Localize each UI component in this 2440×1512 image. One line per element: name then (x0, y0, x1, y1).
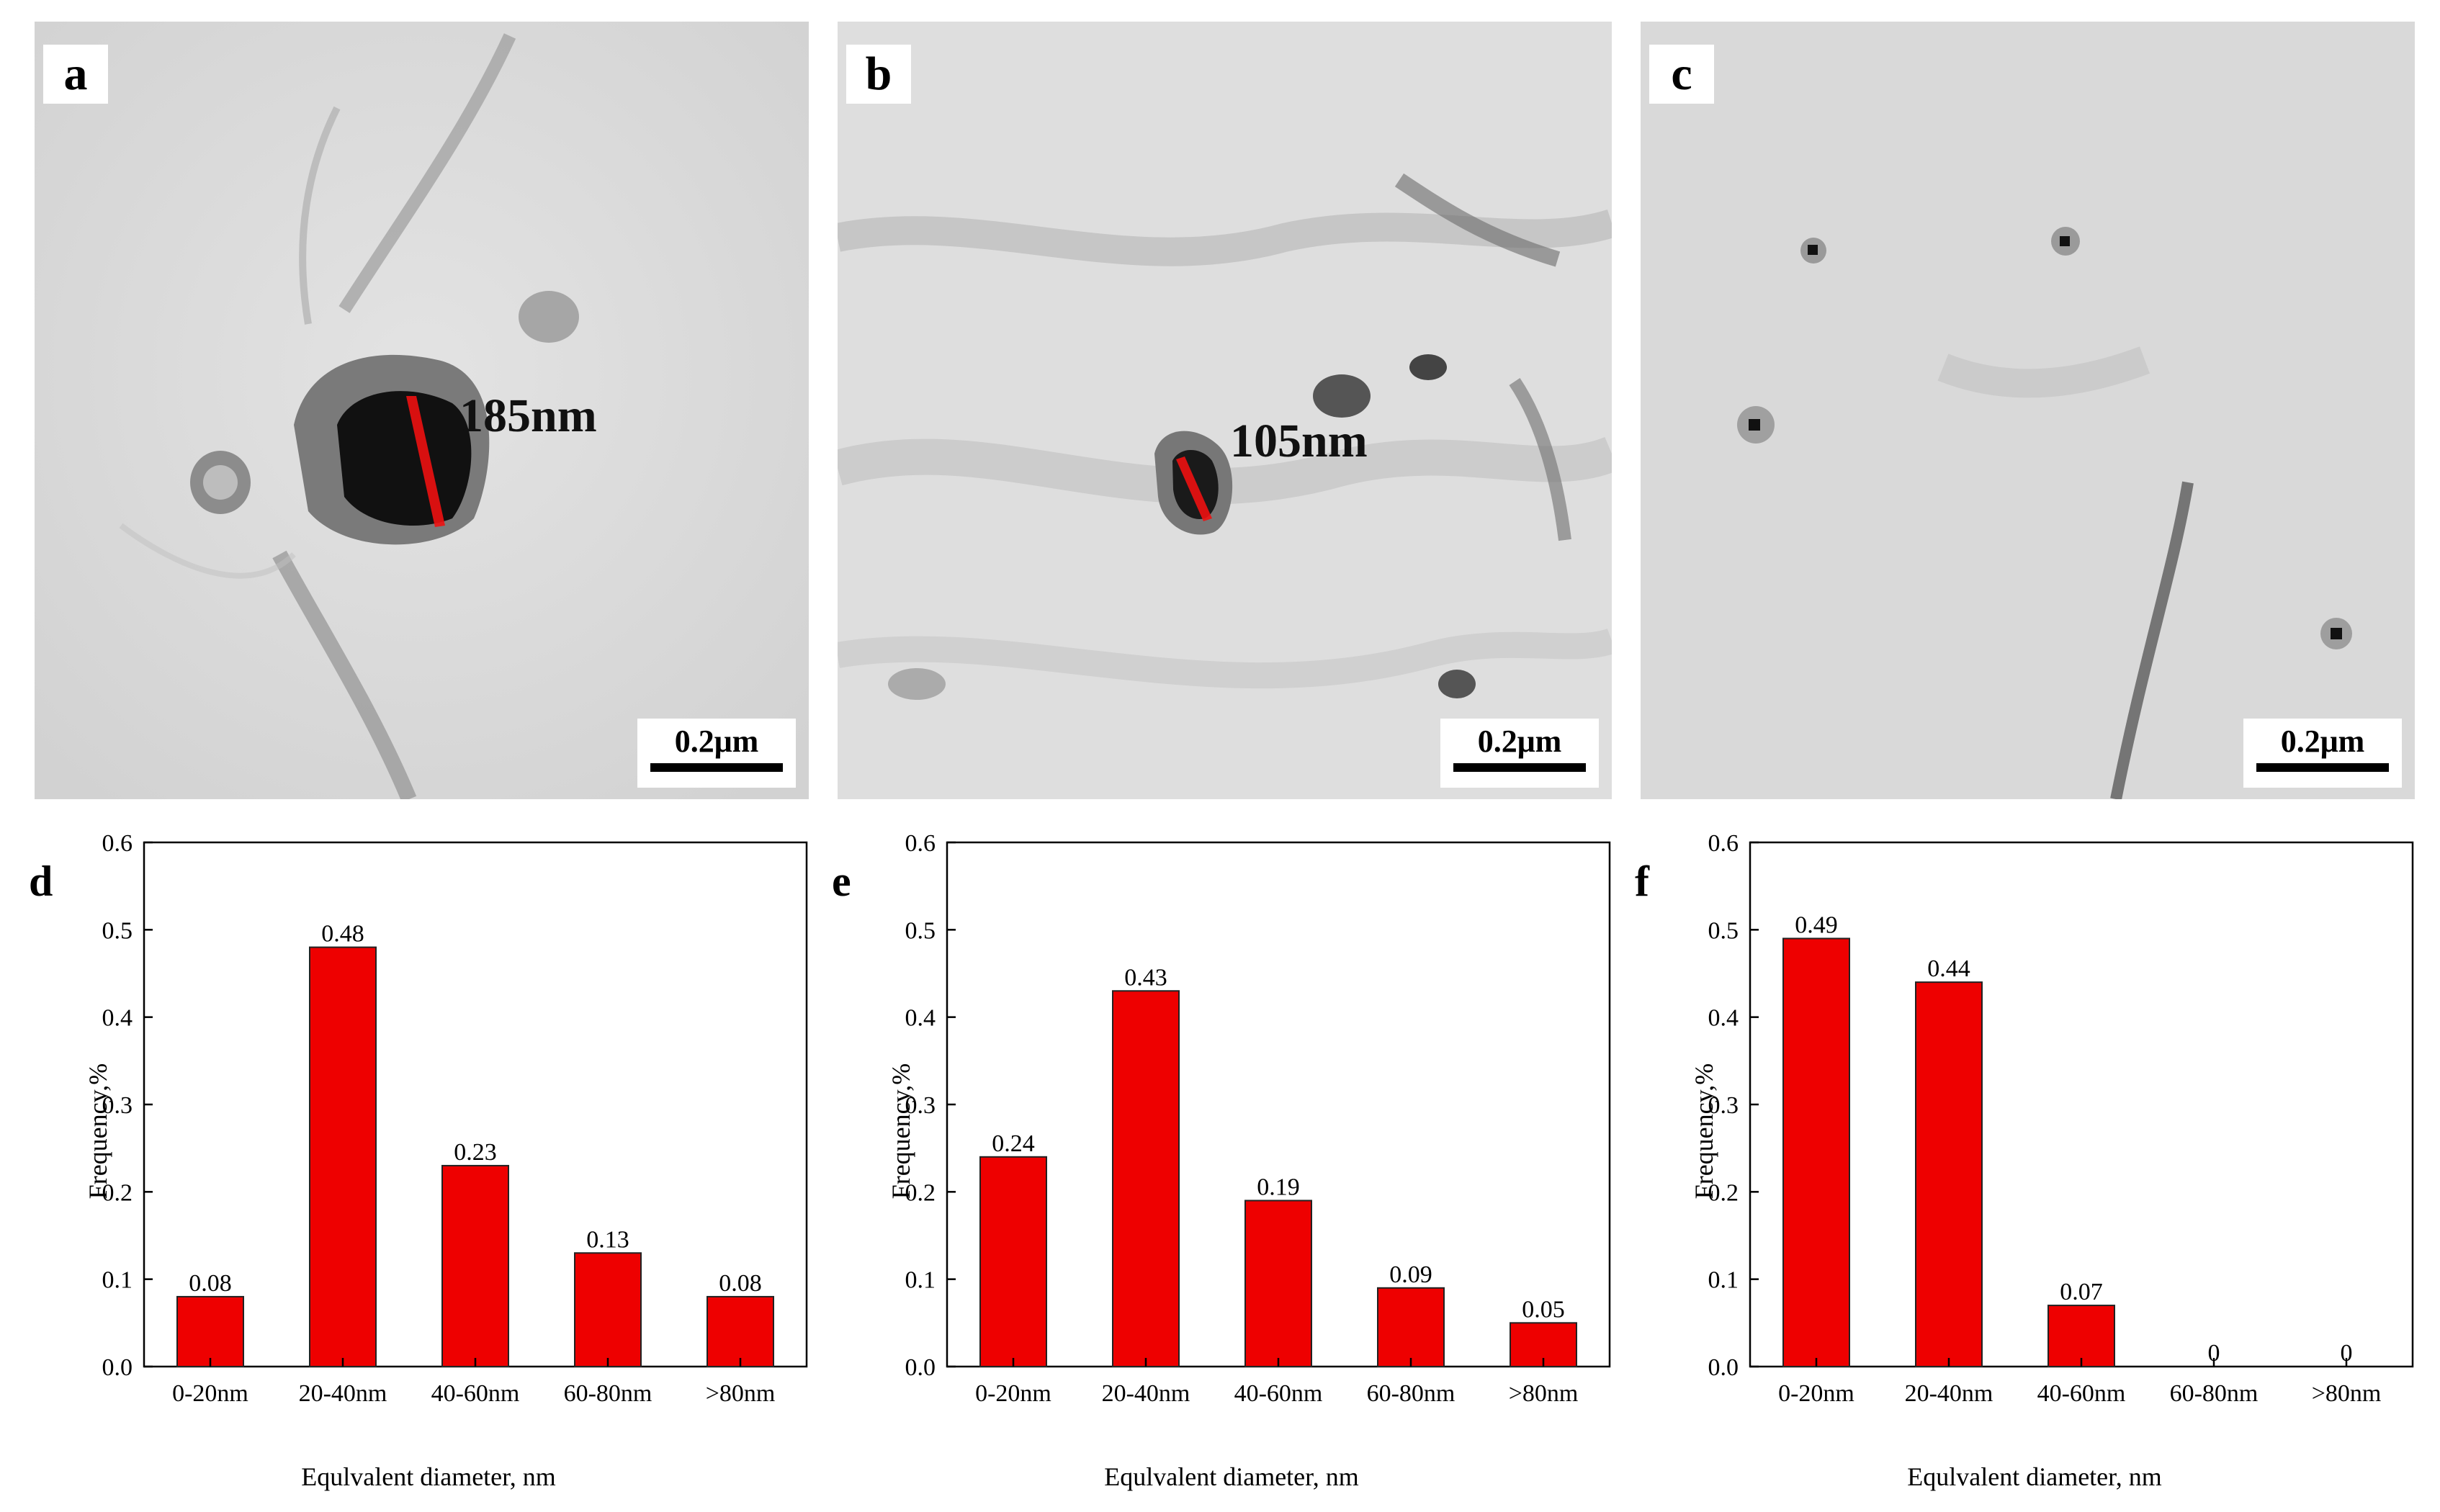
scale-label-c: 0.2μm (2280, 724, 2365, 759)
measurement-label-a: 185nm (459, 390, 597, 442)
chart-svg-e: 0.0 0.1 0.2 0.3 0.4 0.5 0.6 0.24 0-20nm 0.43 20-40… (905, 830, 1611, 1407)
histogram-d: 0.0 0.1 0.2 0.3 0.4 0.5 0.6 0.08 0-20nm 0.48 20-40… (29, 830, 828, 1512)
micrograph-c: c 0.2μm (1641, 22, 2415, 799)
x-tick-label: 20-40nm (1102, 1380, 1190, 1407)
x-tick-label: 40-60nm (431, 1380, 520, 1407)
bar (707, 1295, 774, 1368)
scale-bar-b: 0.2μm (1440, 719, 1599, 788)
y-tick-label: 0.0 (905, 1354, 936, 1381)
chart-letter-f: f (1635, 858, 1649, 905)
bar (574, 1252, 642, 1367)
micrograph-b-image (838, 22, 1612, 799)
data-label: 0.49 (1795, 912, 1838, 938)
x-axis-label-d: Equlvalent diameter, nm (301, 1462, 556, 1491)
y-tick-label: 0.1 (1708, 1267, 1739, 1294)
data-label: 0.19 (1257, 1174, 1300, 1200)
x-tick-label: 40-60nm (2037, 1380, 2126, 1407)
micrograph-a: a 185nm 0.2μm (35, 22, 809, 799)
y-tick-label: 0.5 (1708, 917, 1739, 944)
x-tick-label: 40-60nm (1234, 1380, 1323, 1407)
x-axis-label-f: Equlvalent diameter, nm (1907, 1462, 2162, 1491)
y-tick-label: 0.5 (102, 917, 133, 944)
bar (1915, 981, 1983, 1367)
scale-label-a: 0.2μm (674, 724, 759, 759)
y-tick-label: 0.3 (1708, 1092, 1739, 1119)
data-label: 0.43 (1124, 964, 1167, 991)
x-tick-label: 20-40nm (1905, 1380, 1993, 1407)
y-tick-label: 0.2 (102, 1179, 133, 1206)
y-tick-label: 0.4 (1708, 1005, 1739, 1032)
y-tick-label: 0.6 (1708, 830, 1739, 857)
data-label: 0 (2341, 1340, 2353, 1367)
y-axis-label-f: Frequency,% (1690, 1063, 1718, 1200)
bar (309, 946, 377, 1368)
data-label: 0.23 (454, 1139, 497, 1166)
x-tick-label: >80nm (2312, 1380, 2382, 1407)
chart-letter-d: d (29, 858, 53, 905)
x-tick-label: 60-80nm (1367, 1380, 1456, 1407)
y-tick-label: 0.1 (905, 1267, 936, 1294)
y-tick-label: 0.2 (1708, 1179, 1739, 1206)
panel-letter-c: c (1649, 45, 1714, 104)
x-axis-label-e: Equlvalent diameter, nm (1104, 1462, 1359, 1491)
data-label: 0.05 (1522, 1296, 1565, 1323)
y-tick-label: 0.5 (905, 917, 936, 944)
x-tick-label: 0-20nm (172, 1380, 248, 1407)
y-axis-label-e: Frequency,% (887, 1063, 915, 1200)
scale-label-b: 0.2μm (1477, 724, 1562, 759)
x-tick-label: 0-20nm (1778, 1380, 1854, 1407)
data-label: 0.48 (321, 921, 364, 948)
chart-svg-f: 0.0 0.1 0.2 0.3 0.4 0.5 0.6 0.49 0-20nm 0.44 20-40… (1708, 830, 2414, 1407)
x-tick-label: 20-40nm (299, 1380, 387, 1407)
data-label: 0.44 (1927, 955, 1970, 982)
bar (1112, 990, 1180, 1367)
micrograph-a-image (35, 22, 809, 799)
histogram-f: 0.0 0.1 0.2 0.3 0.4 0.5 0.6 0.49 0-20nm 0.44 20-40… (1635, 830, 2434, 1512)
chart-svg-d: 0.0 0.1 0.2 0.3 0.4 0.5 0.6 0.08 0-20nm 0.48 20-40… (102, 830, 808, 1407)
bar (979, 1156, 1047, 1367)
data-label: 0.07 (2060, 1279, 2103, 1305)
y-tick-label: 0.4 (905, 1005, 936, 1032)
y-tick-label: 0.1 (102, 1267, 133, 1294)
y-tick-label: 0.0 (102, 1354, 133, 1381)
scale-line-c (2256, 763, 2389, 772)
y-tick-label: 0.3 (905, 1092, 936, 1119)
chart-letter-e: e (832, 858, 851, 905)
data-label: 0.13 (586, 1226, 629, 1253)
histogram-e: 0.0 0.1 0.2 0.3 0.4 0.5 0.6 0.24 0-20nm 0.43 20-40… (832, 830, 1631, 1512)
y-tick-label: 0.6 (905, 830, 936, 857)
data-label: 0.08 (719, 1270, 762, 1297)
data-label: 0.09 (1389, 1261, 1432, 1288)
bar (1377, 1287, 1445, 1367)
scale-line-b (1453, 763, 1586, 772)
y-tick-label: 0.6 (102, 830, 133, 857)
y-tick-label: 0.0 (1708, 1354, 1739, 1381)
data-label: 0.24 (992, 1130, 1035, 1157)
x-tick-label: 0-20nm (975, 1380, 1051, 1407)
y-tick-label: 0.3 (102, 1092, 133, 1119)
panel-letter-b: b (846, 45, 911, 104)
scale-line-a (650, 763, 783, 772)
x-tick-label: 60-80nm (2170, 1380, 2259, 1407)
data-label: 0 (2208, 1340, 2220, 1367)
bar (441, 1164, 509, 1367)
data-label: 0.08 (189, 1270, 232, 1297)
y-tick-label: 0.4 (102, 1005, 133, 1032)
micrograph-c-image (1641, 22, 2415, 799)
y-tick-label: 0.2 (905, 1179, 936, 1206)
panel-letter-a: a (43, 45, 108, 104)
scale-bar-a: 0.2μm (637, 719, 796, 788)
bar (2047, 1305, 2115, 1367)
measurement-label-b: 105nm (1230, 415, 1368, 467)
scale-bar-c: 0.2μm (2243, 719, 2402, 788)
x-tick-label: >80nm (706, 1380, 776, 1407)
x-tick-label: >80nm (1509, 1380, 1579, 1407)
x-tick-label: 60-80nm (564, 1380, 652, 1407)
bar (176, 1295, 244, 1368)
y-axis-label-d: Frequency,% (84, 1063, 112, 1200)
micrograph-b: b 105nm 0.2μm (838, 22, 1612, 799)
bar (1244, 1200, 1312, 1368)
bar (1782, 937, 1850, 1367)
